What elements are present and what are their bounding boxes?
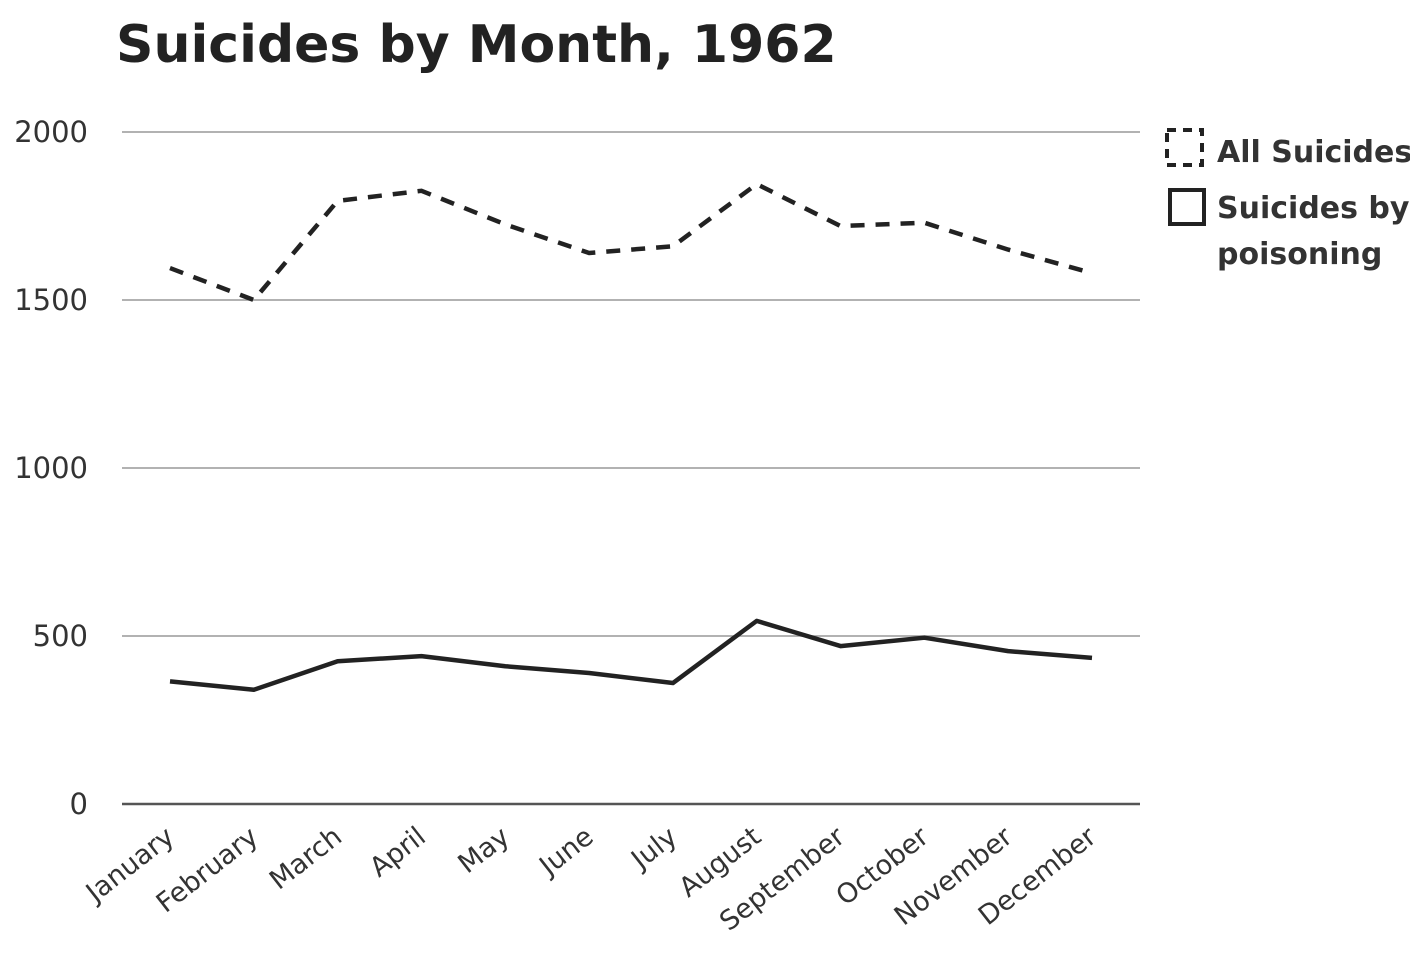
- y-tick-label-0: 0: [70, 787, 88, 821]
- legend-swatch-all-suicides: [1165, 128, 1204, 167]
- chart-title: Suicides by Month, 1962: [116, 15, 837, 75]
- x-tick-label-july: July: [624, 821, 683, 877]
- legend-swatch-suicides-by-poisoning: [1168, 188, 1206, 226]
- y-axis-ticks: 0 500 1000 1500 2000: [14, 115, 88, 821]
- y-tick-label-1000: 1000: [14, 451, 88, 485]
- series-line-all-suicides: [169, 181, 1093, 303]
- x-tick-label-march: March: [264, 821, 348, 896]
- x-tick-label-may: May: [453, 821, 516, 880]
- series-lines: [169, 181, 1093, 693]
- y-tick-label-1500: 1500: [14, 283, 88, 317]
- x-tick-label-june: June: [532, 821, 599, 883]
- legend-label-suicides-by-poisoning: Suicides by poisoning: [1217, 191, 1410, 272]
- x-tick-label-april: April: [364, 821, 432, 883]
- legend: All Suicides Suicides by poisoning: [1165, 128, 1410, 272]
- gridlines: [122, 131, 1140, 806]
- y-tick-label-2000: 2000: [14, 115, 88, 149]
- y-tick-label-500: 500: [33, 619, 88, 653]
- series-line-suicides-by-poisoning: [169, 618, 1093, 693]
- legend-label-all-suicides: All Suicides: [1217, 135, 1410, 170]
